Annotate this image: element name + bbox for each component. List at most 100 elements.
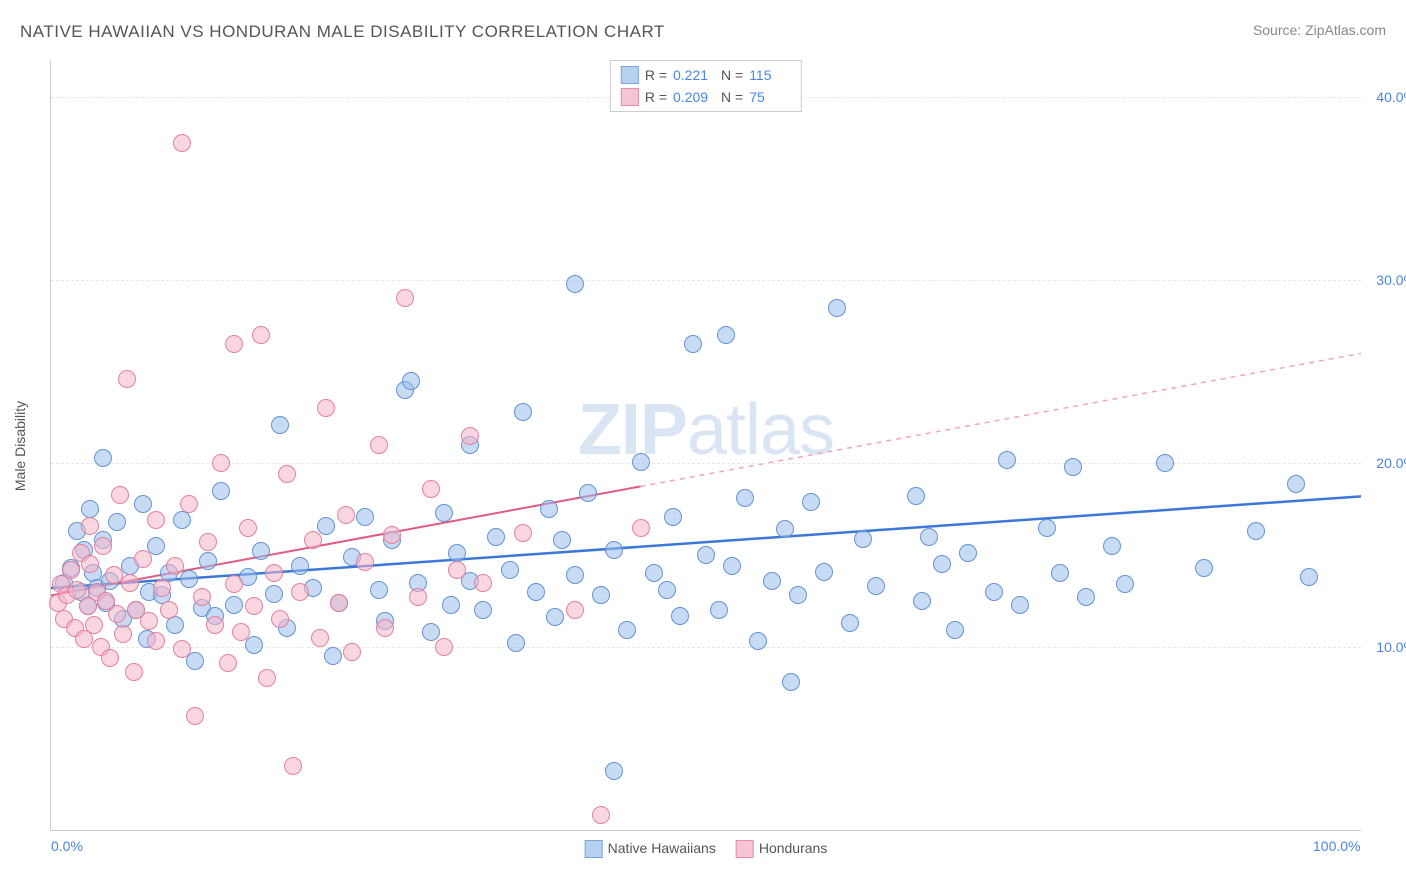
scatter-point bbox=[317, 517, 335, 535]
scatter-point bbox=[199, 533, 217, 551]
scatter-point bbox=[111, 486, 129, 504]
scatter-point bbox=[697, 546, 715, 564]
series-legend: Native HawaiiansHondurans bbox=[585, 840, 828, 858]
scatter-point bbox=[749, 632, 767, 650]
scatter-point bbox=[671, 607, 689, 625]
scatter-point bbox=[225, 596, 243, 614]
trendlines bbox=[51, 60, 1361, 830]
scatter-point bbox=[461, 427, 479, 445]
scatter-point bbox=[514, 403, 532, 421]
scatter-point bbox=[114, 625, 132, 643]
scatter-point bbox=[487, 528, 505, 546]
scatter-point bbox=[1077, 588, 1095, 606]
scatter-point bbox=[409, 588, 427, 606]
scatter-point bbox=[108, 513, 126, 531]
scatter-point bbox=[658, 581, 676, 599]
legend-swatch bbox=[585, 840, 603, 858]
scatter-point bbox=[579, 484, 597, 502]
scatter-point bbox=[723, 557, 741, 575]
scatter-point bbox=[68, 581, 86, 599]
scatter-point bbox=[225, 335, 243, 353]
gridline bbox=[51, 280, 1361, 281]
scatter-point bbox=[789, 586, 807, 604]
scatter-point bbox=[828, 299, 846, 317]
scatter-point bbox=[186, 707, 204, 725]
scatter-point bbox=[959, 544, 977, 562]
scatter-point bbox=[85, 616, 103, 634]
scatter-point bbox=[370, 581, 388, 599]
scatter-point bbox=[435, 638, 453, 656]
scatter-point bbox=[632, 453, 650, 471]
scatter-point bbox=[422, 480, 440, 498]
scatter-point bbox=[265, 585, 283, 603]
scatter-point bbox=[1300, 568, 1318, 586]
scatter-point bbox=[553, 531, 571, 549]
scatter-point bbox=[356, 553, 374, 571]
scatter-point bbox=[605, 762, 623, 780]
scatter-point bbox=[252, 326, 270, 344]
scatter-point bbox=[841, 614, 859, 632]
y-tick-label: 20.0% bbox=[1366, 455, 1406, 471]
scatter-point bbox=[1103, 537, 1121, 555]
correlation-legend: R =0.221N =115R =0.209N =75 bbox=[610, 60, 802, 112]
scatter-point bbox=[252, 542, 270, 560]
scatter-point bbox=[199, 552, 217, 570]
scatter-point bbox=[1156, 454, 1174, 472]
scatter-point bbox=[258, 669, 276, 687]
scatter-point bbox=[1287, 475, 1305, 493]
scatter-point bbox=[376, 619, 394, 637]
scatter-point bbox=[245, 597, 263, 615]
scatter-point bbox=[278, 465, 296, 483]
scatter-point bbox=[1247, 522, 1265, 540]
scatter-point bbox=[225, 575, 243, 593]
scatter-point bbox=[94, 449, 112, 467]
scatter-point bbox=[180, 570, 198, 588]
scatter-point bbox=[212, 454, 230, 472]
scatter-point bbox=[514, 524, 532, 542]
scatter-point bbox=[291, 557, 309, 575]
scatter-point bbox=[81, 517, 99, 535]
scatter-point bbox=[632, 519, 650, 537]
scatter-point bbox=[618, 621, 636, 639]
scatter-point bbox=[265, 564, 283, 582]
scatter-point bbox=[383, 526, 401, 544]
scatter-point bbox=[1011, 596, 1029, 614]
scatter-point bbox=[815, 563, 833, 581]
scatter-point bbox=[474, 601, 492, 619]
scatter-point bbox=[907, 487, 925, 505]
chart-title: NATIVE HAWAIIAN VS HONDURAN MALE DISABIL… bbox=[20, 22, 665, 42]
scatter-point bbox=[81, 555, 99, 573]
scatter-point bbox=[854, 530, 872, 548]
x-tick-label: 100.0% bbox=[1313, 838, 1360, 854]
scatter-point bbox=[118, 370, 136, 388]
legend-item: Hondurans bbox=[736, 840, 828, 858]
scatter-point bbox=[311, 629, 329, 647]
y-tick-label: 40.0% bbox=[1366, 89, 1406, 105]
scatter-point bbox=[180, 495, 198, 513]
scatter-point bbox=[566, 601, 584, 619]
x-tick-label: 0.0% bbox=[51, 838, 83, 854]
legend-row: R =0.221N =115 bbox=[621, 64, 791, 86]
scatter-point bbox=[710, 601, 728, 619]
scatter-point bbox=[324, 647, 342, 665]
scatter-point bbox=[284, 757, 302, 775]
scatter-point bbox=[546, 608, 564, 626]
scatter-point bbox=[592, 806, 610, 824]
legend-swatch bbox=[736, 840, 754, 858]
scatter-point bbox=[81, 500, 99, 518]
scatter-point bbox=[304, 531, 322, 549]
scatter-point bbox=[684, 335, 702, 353]
scatter-point bbox=[62, 561, 80, 579]
scatter-point bbox=[212, 482, 230, 500]
scatter-point bbox=[245, 636, 263, 654]
legend-swatch bbox=[621, 66, 639, 84]
scatter-point bbox=[645, 564, 663, 582]
scatter-point bbox=[933, 555, 951, 573]
scatter-point bbox=[540, 500, 558, 518]
scatter-point bbox=[998, 451, 1016, 469]
scatter-point bbox=[134, 550, 152, 568]
scatter-point bbox=[1116, 575, 1134, 593]
scatter-point bbox=[442, 596, 460, 614]
scatter-point bbox=[94, 537, 112, 555]
scatter-point bbox=[343, 643, 361, 661]
